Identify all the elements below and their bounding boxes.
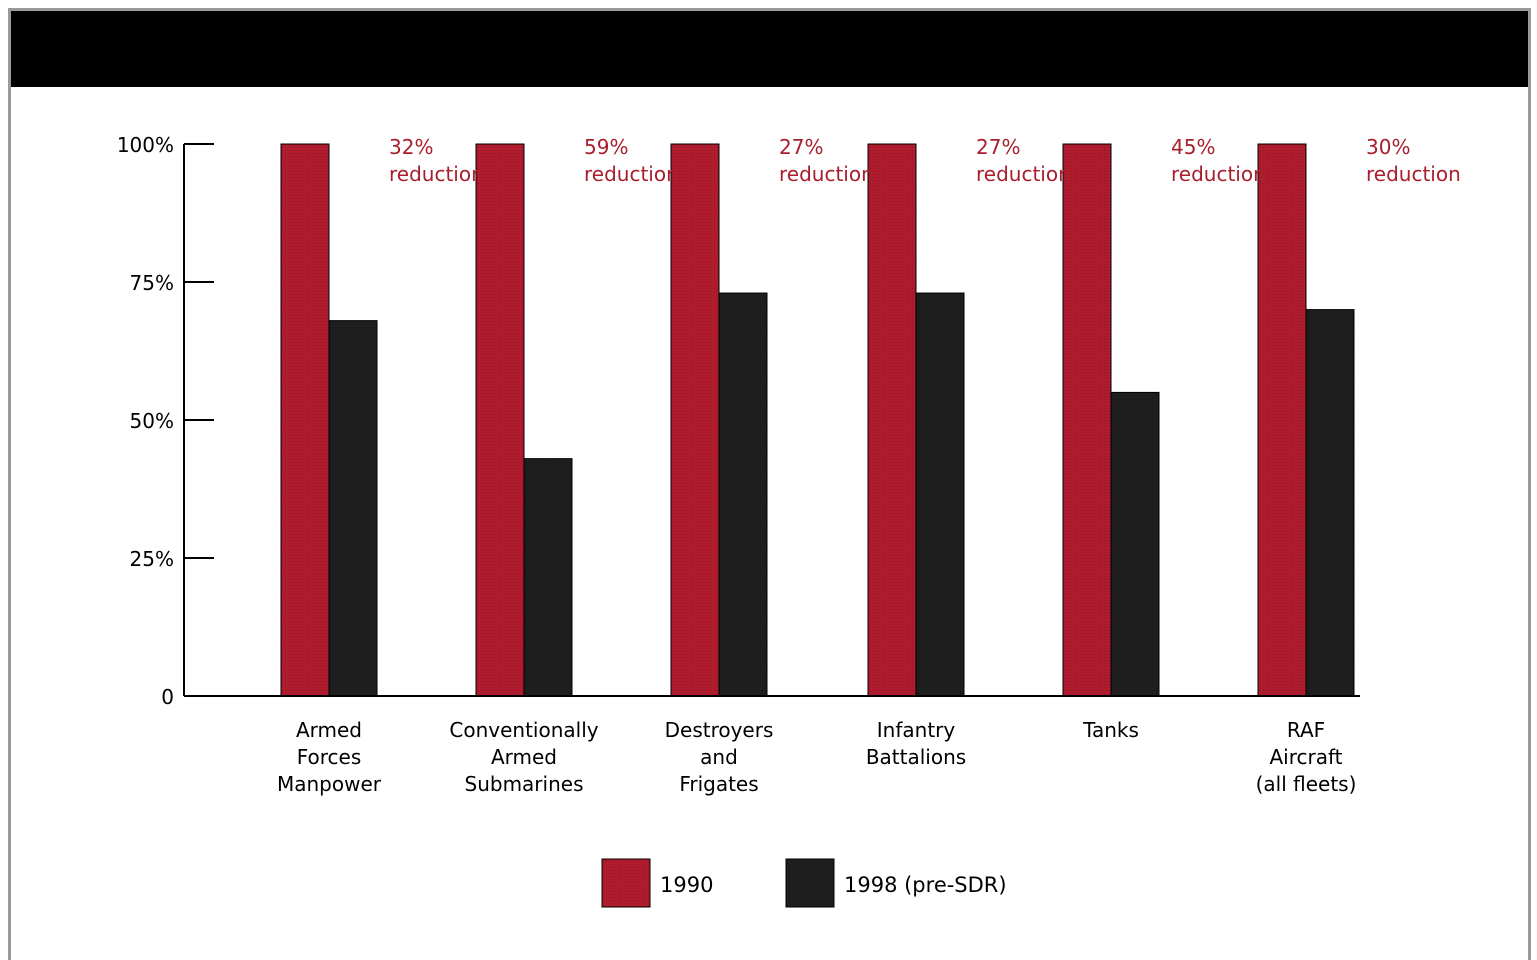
category-label-3-line-1: Battalions	[866, 745, 966, 769]
bar-texture-1-0	[329, 320, 377, 696]
legend-swatch-texture-0	[602, 859, 650, 907]
legend-label-0: 1990	[660, 873, 713, 897]
bar-texture-1-5	[1306, 309, 1354, 696]
annotation-2-line-0: 27%	[779, 135, 823, 159]
annotation-4-line-1: reduction	[1171, 162, 1266, 186]
category-label-5-line-1: Aircraft	[1269, 745, 1342, 769]
category-label-2-line-0: Destroyers	[665, 718, 774, 742]
legend-label-1: 1998 (pre-SDR)	[844, 873, 1007, 897]
annotation-0-line-1: reduction	[389, 162, 484, 186]
annotation-1-line-1: reduction	[584, 162, 679, 186]
bar-texture-1-1	[524, 458, 572, 696]
annotation-2-line-1: reduction	[779, 162, 874, 186]
bar-texture-1-3	[916, 293, 964, 696]
category-label-5-line-2: (all fleets)	[1256, 772, 1357, 796]
legend-swatch-texture-1	[786, 859, 834, 907]
category-label-1-line-2: Submarines	[465, 772, 584, 796]
annotation-5-line-1: reduction	[1366, 162, 1461, 186]
y-tick-label-4: 100%	[117, 133, 174, 157]
annotation-1-line-0: 59%	[584, 135, 628, 159]
category-label-1-line-0: Conventionally	[449, 718, 598, 742]
annotation-0-line-0: 32%	[389, 135, 433, 159]
annotation-3-line-0: 27%	[976, 135, 1020, 159]
bar-texture-0-3	[868, 144, 916, 696]
category-label-4-line-0: Tanks	[1082, 718, 1139, 742]
category-label-5-line-0: RAF	[1287, 718, 1325, 742]
labels-layer: 32% reduction 59% reduction 27% reduction 27% r…	[277, 135, 1461, 796]
y-tick-label-0: 0	[161, 685, 174, 709]
bar-texture-0-2	[671, 144, 719, 696]
bar-texture-1-2	[719, 293, 767, 696]
category-label-0-line-1: Forces	[297, 745, 362, 769]
y-tick-label-1: 25%	[130, 547, 174, 571]
annotation-5-line-0: 30%	[1366, 135, 1410, 159]
bar-texture-0-0	[281, 144, 329, 696]
y-tick-label-2: 50%	[130, 409, 174, 433]
category-label-0-line-2: Manpower	[277, 772, 382, 796]
y-tick-label-3: 75%	[130, 271, 174, 295]
category-label-3-line-0: Infantry	[877, 718, 956, 742]
bar-texture-0-4	[1063, 144, 1111, 696]
annotation-4-line-0: 45%	[1171, 135, 1215, 159]
category-label-2-line-1: and	[700, 745, 738, 769]
bar-texture-1-4	[1111, 392, 1159, 696]
category-label-0-line-0: Armed	[296, 718, 362, 742]
title-bar	[11, 11, 1528, 87]
bars-layer	[280, 143, 1355, 697]
bar-texture-0-1	[476, 144, 524, 696]
category-label-2-line-2: Frigates	[679, 772, 758, 796]
legend: 1990 1998 (pre-SDR)	[601, 858, 1007, 908]
axis-layer: 0 25% 50% 75% 100%	[117, 133, 1360, 709]
category-label-1-line-1: Armed	[491, 745, 557, 769]
bar-texture-0-5	[1258, 144, 1306, 696]
annotation-3-line-1: reduction	[976, 162, 1071, 186]
